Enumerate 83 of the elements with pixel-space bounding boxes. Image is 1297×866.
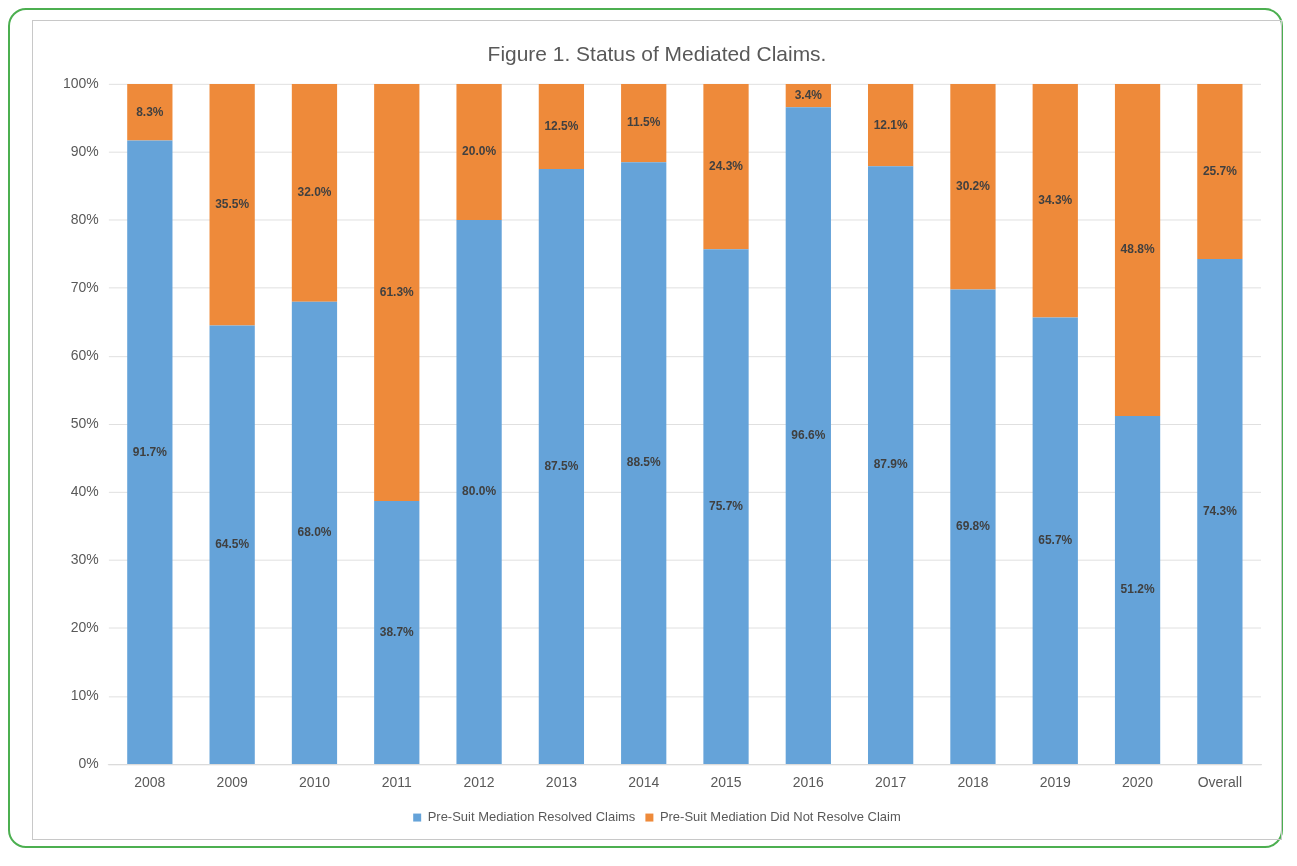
x-tick-label: 2012 <box>463 773 495 790</box>
data-label: 12.1% <box>873 117 908 132</box>
bar <box>538 169 585 764</box>
x-tick-label: 2013 <box>545 773 578 790</box>
x-tick-label: 2008 <box>134 773 166 790</box>
data-label: 24.3% <box>709 159 744 174</box>
x-tick-label: 2018 <box>957 773 989 790</box>
bar <box>703 249 749 764</box>
bar <box>291 301 338 764</box>
data-label: 3.4% <box>794 87 823 102</box>
bar <box>291 84 338 302</box>
data-label: 35.5% <box>215 197 250 212</box>
bar <box>127 140 173 764</box>
data-label: 25.7% <box>1202 163 1238 178</box>
x-tick-label: 2009 <box>216 773 248 790</box>
bar <box>1114 416 1161 764</box>
y-tick-label: 60% <box>70 347 99 364</box>
bar <box>1197 258 1243 764</box>
y-tick-label: 90% <box>70 142 99 159</box>
bar <box>127 84 173 141</box>
bar <box>1032 317 1078 764</box>
x-tick-label: 2011 <box>381 773 413 790</box>
y-tick-label: 80% <box>70 210 99 227</box>
bar <box>209 84 255 326</box>
bar <box>950 289 996 764</box>
data-label: 88.5% <box>626 455 662 470</box>
bar <box>785 107 831 764</box>
data-label: 48.8% <box>1120 242 1155 257</box>
y-tick-label: 30% <box>70 551 99 568</box>
data-label: 80.0% <box>462 484 497 499</box>
bar <box>456 84 502 221</box>
data-label: 87.9% <box>873 457 908 472</box>
bar <box>950 84 996 290</box>
bar <box>1032 84 1078 318</box>
bar <box>456 220 502 764</box>
x-tick-label: 2016 <box>792 773 825 790</box>
y-tick-label: 0% <box>78 755 99 772</box>
data-label: 20.0% <box>462 144 497 159</box>
data-label: 61.3% <box>379 284 415 299</box>
data-label: 64.5% <box>215 537 250 552</box>
data-label: 91.7% <box>132 444 168 459</box>
bar <box>374 84 420 502</box>
bar <box>703 84 749 250</box>
bar <box>374 501 420 764</box>
x-tick-label: 2010 <box>298 773 331 790</box>
data-label: 38.7% <box>379 624 415 639</box>
data-label: 68.0% <box>297 525 332 540</box>
y-tick-label: 10% <box>70 687 99 704</box>
y-tick-label: 100% <box>62 74 99 91</box>
data-label: 8.3% <box>136 104 164 119</box>
y-tick-label: 70% <box>70 279 99 295</box>
bar <box>868 166 914 764</box>
x-tick-label: Overall <box>1197 773 1243 790</box>
x-tick-label: 2014 <box>628 773 660 790</box>
chart-title: Figure 1. Status of Mediated Claims. <box>487 42 827 66</box>
data-label: 74.3% <box>1202 503 1238 518</box>
bar <box>1114 84 1161 417</box>
bar <box>538 84 585 170</box>
legend-label: Pre-Suit Mediation Did Not Resolve Claim <box>659 809 901 825</box>
data-label: 87.5% <box>544 458 579 473</box>
data-label: 69.8% <box>955 519 991 533</box>
x-tick-label: 2020 <box>1122 773 1154 790</box>
x-tick-label: 2019 <box>1039 773 1072 790</box>
bar <box>1197 84 1243 259</box>
data-label: 96.6% <box>791 427 826 442</box>
data-label: 12.5% <box>544 118 579 133</box>
data-label: 65.7% <box>1038 532 1073 547</box>
data-label: 30.2% <box>955 179 991 194</box>
bar <box>209 325 255 764</box>
bar <box>621 84 667 163</box>
y-tick-label: 40% <box>70 483 99 500</box>
bar <box>868 84 914 167</box>
bar <box>621 162 667 764</box>
y-tick-label: 50% <box>70 415 99 432</box>
data-label: 32.0% <box>297 185 332 200</box>
x-tick-label: 2015 <box>710 773 742 790</box>
legend-label: Pre-Suit Mediation Resolved Claims <box>427 809 636 825</box>
data-label: 51.2% <box>1120 582 1155 597</box>
data-label: 34.3% <box>1038 193 1073 208</box>
data-label: 75.7% <box>709 498 744 513</box>
data-label: 11.5% <box>627 115 661 130</box>
y-tick-label: 20% <box>70 619 99 636</box>
x-tick-label: 2017 <box>875 773 907 790</box>
